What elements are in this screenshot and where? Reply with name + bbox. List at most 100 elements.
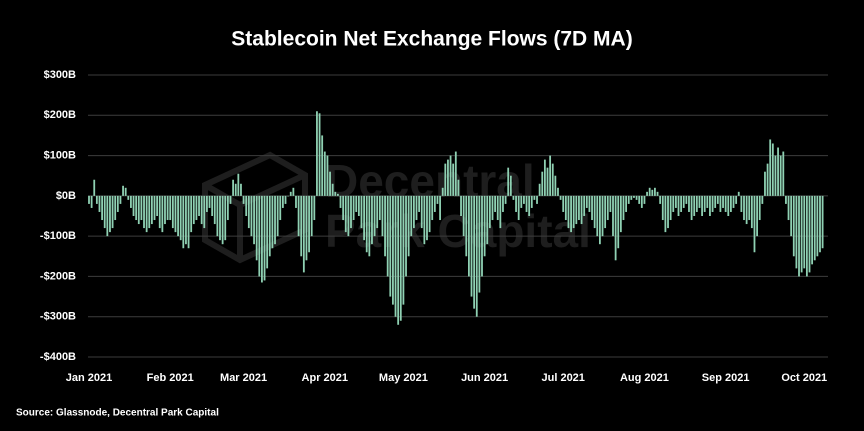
bar <box>656 191 659 196</box>
bar <box>145 195 148 233</box>
bar <box>216 195 219 237</box>
bar <box>714 195 717 208</box>
bar <box>331 183 334 196</box>
bar <box>769 139 772 196</box>
bar <box>509 175 512 196</box>
y-tick-label: $0B <box>56 190 76 202</box>
bar <box>614 195 617 261</box>
bar <box>554 175 557 196</box>
bar <box>465 195 468 257</box>
bar <box>774 155 777 196</box>
bar <box>488 195 491 229</box>
bar <box>593 195 596 229</box>
bar <box>179 195 182 241</box>
bar <box>813 195 816 261</box>
bar <box>756 195 758 237</box>
bar <box>591 195 593 221</box>
bar <box>457 179 460 196</box>
bar <box>266 195 269 269</box>
bar <box>549 155 552 196</box>
bar <box>426 195 428 241</box>
bar <box>722 195 724 208</box>
bar <box>578 195 580 221</box>
bar <box>735 195 738 204</box>
y-tick-label: -$300B <box>40 311 76 323</box>
bar <box>109 195 111 233</box>
watermark-logo <box>202 151 308 264</box>
bar <box>651 189 654 196</box>
bar <box>468 195 470 277</box>
bar <box>161 195 164 233</box>
bar <box>562 195 565 212</box>
bar <box>630 195 633 200</box>
bar <box>373 195 376 237</box>
bar <box>682 195 685 208</box>
bar <box>420 195 423 229</box>
bar <box>410 195 413 237</box>
bar <box>496 195 499 221</box>
chart-title: Stablecoin Net Exchange Flows (7D MA) <box>231 28 632 51</box>
bar <box>635 195 638 200</box>
bar <box>481 195 483 277</box>
bar <box>585 195 588 208</box>
bar <box>724 195 727 212</box>
bar <box>124 187 127 196</box>
bar <box>261 195 263 283</box>
bar <box>397 195 400 325</box>
y-tick-label: $200B <box>44 109 76 121</box>
bar <box>232 179 234 196</box>
bar <box>719 195 722 212</box>
bar <box>376 195 379 229</box>
bar <box>803 195 806 269</box>
y-tick-label: $100B <box>44 149 76 161</box>
bar <box>310 195 313 237</box>
bar <box>190 195 193 233</box>
bar <box>88 195 90 204</box>
bar <box>106 195 109 237</box>
bar <box>114 195 117 221</box>
bar <box>711 195 714 212</box>
bar <box>795 195 798 269</box>
bar <box>247 195 250 229</box>
bar <box>342 195 345 221</box>
bar <box>470 195 473 297</box>
bar <box>732 195 735 208</box>
bar <box>454 151 457 196</box>
bar <box>169 195 172 221</box>
bar <box>701 195 703 216</box>
bar <box>219 195 221 241</box>
bar <box>740 195 743 212</box>
bar <box>103 195 106 229</box>
bar <box>753 195 756 253</box>
bar <box>575 195 578 225</box>
bar <box>402 195 405 305</box>
bar <box>158 195 161 229</box>
bar <box>289 191 292 196</box>
bar <box>640 195 643 208</box>
bar <box>292 187 295 196</box>
bar <box>182 195 185 249</box>
bar <box>418 195 421 212</box>
bar <box>659 195 662 204</box>
bar <box>821 195 824 249</box>
bar <box>525 195 528 212</box>
bar <box>101 195 103 221</box>
bar <box>674 195 677 208</box>
bar <box>318 113 321 196</box>
bar <box>200 195 203 225</box>
bar <box>143 195 145 229</box>
bar <box>368 195 371 257</box>
bar <box>337 193 339 196</box>
bar <box>224 195 227 241</box>
bar <box>551 163 554 196</box>
bar <box>140 195 143 221</box>
x-tick-label: Apr 2021 <box>302 372 348 384</box>
bar <box>329 171 331 196</box>
bar <box>580 195 583 225</box>
bar <box>423 195 426 245</box>
bar <box>150 195 153 225</box>
x-tick-label: May 2021 <box>379 372 428 384</box>
bar <box>363 195 365 241</box>
bar <box>599 195 601 245</box>
bar <box>122 185 124 196</box>
